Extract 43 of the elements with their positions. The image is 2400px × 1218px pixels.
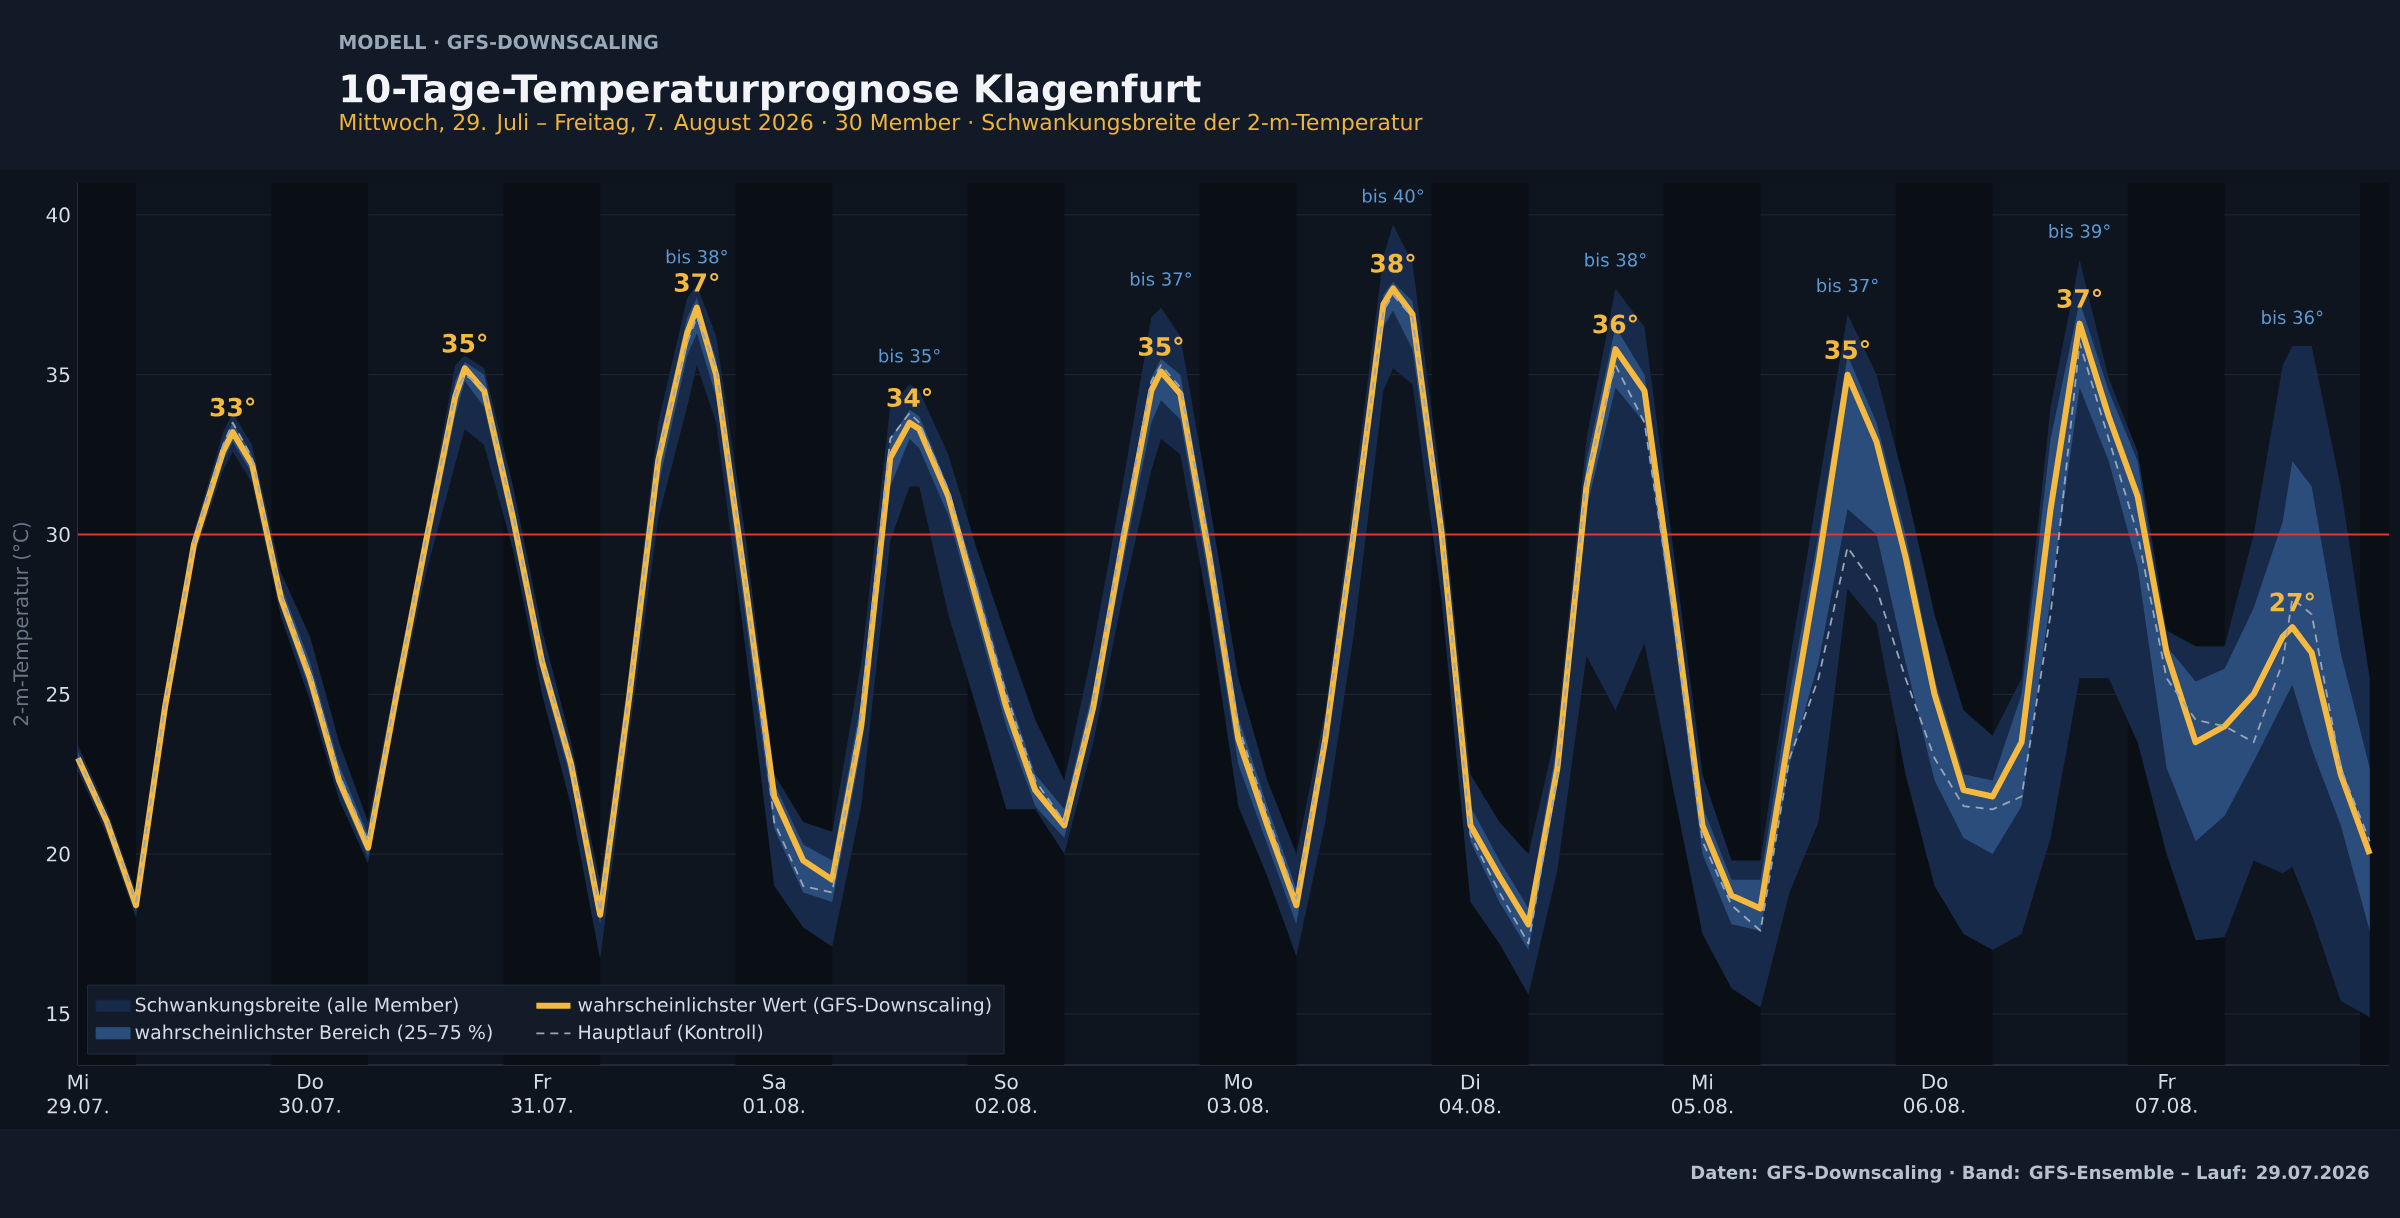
annotation: bis 36°	[2262, 310, 2323, 325]
annotation: bis 38°	[666, 249, 727, 264]
annotation: 37°	[2057, 288, 2102, 308]
annotation: bis 35°	[879, 348, 940, 363]
x-tick-label: Do 30.07.	[279, 1074, 340, 1113]
x-tick-label: Fr 31.07.	[511, 1074, 572, 1113]
annotation: bis 37°	[1817, 278, 1878, 293]
x-tick-label: Fr 07.08.	[2136, 1074, 2197, 1113]
legend-label: Schwankungsbreite (alle Member)	[135, 997, 458, 1016]
x-tick-label: Sa 01.08.	[743, 1074, 804, 1114]
y-tick-label: 25	[46, 686, 70, 702]
annotation: 35°	[442, 333, 487, 353]
annotation: 36°	[1593, 314, 1637, 334]
annotation: 34°	[887, 387, 932, 407]
x-tick-label: Mi 05.08.	[1672, 1074, 1733, 1114]
annotation: 35°	[1825, 339, 1869, 360]
x-tick-label: So 02.08.	[975, 1074, 1036, 1114]
annotation: 35°	[1139, 336, 1183, 356]
annotation: bis 37°	[1130, 271, 1191, 286]
annotation: 33°	[210, 397, 255, 417]
y-axis-title: 2-m-Temperatur (°C)	[12, 522, 33, 726]
annotation: bis 38°	[1585, 252, 1646, 267]
text: MODELL · GFS-DOWNSCALING	[340, 34, 658, 50]
annotation: 38°	[1371, 253, 1415, 273]
y-tick-label: 15	[47, 1006, 70, 1022]
annotation: bis 39°	[2049, 224, 2110, 238]
x-tick-label: Mo 03.08.	[1207, 1074, 1268, 1113]
annotation: 27°	[2270, 592, 2314, 612]
legend-label: wahrscheinlichster Bereich (25–75 %)	[135, 1024, 492, 1042]
y-tick-label: 20	[46, 846, 70, 862]
annotation: bis 40°	[1362, 188, 1424, 203]
x-tick-label: Di 04.08.	[1439, 1074, 1501, 1114]
chart-subtitle: Mittwoch, 29. Juli – Freitag, 7. August 2026 · 30 Member · Schwankungsbreite der 2-m-Temperatur	[340, 113, 1423, 135]
y-tick-label: 30	[47, 526, 70, 543]
y-tick-label: 40	[46, 207, 70, 223]
legend-label: wahrscheinlichster Wert (GFS-Downscaling)	[578, 997, 991, 1016]
annotation: 37°	[674, 272, 719, 292]
x-tick-label: Mi 29.07.	[47, 1074, 108, 1114]
chart-title: 10-Tage-Temperaturprognose Klagenfurt	[342, 73, 1201, 111]
legend-label: Hauptlauf (Kontroll)	[579, 1024, 763, 1043]
text: Daten: GFS-Downscaling · Band: GFS-Ensemble – Lauf: 29.07.2026	[1691, 1165, 2369, 1183]
x-tick-label: Do 06.08.	[1904, 1074, 1965, 1113]
y-tick-label: 35	[47, 367, 70, 383]
